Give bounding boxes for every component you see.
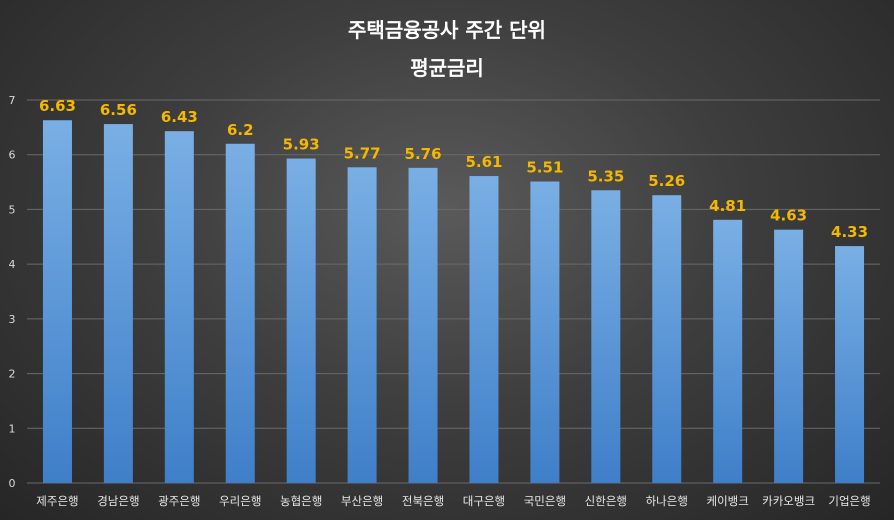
bar bbox=[408, 167, 438, 484]
x-tick-label: 부산은행 bbox=[341, 494, 383, 508]
chart-title-line-1: 주택금융공사 주간 단위 bbox=[348, 18, 546, 42]
data-label: 6.56 bbox=[100, 101, 137, 119]
data-label: 6.2 bbox=[227, 121, 254, 139]
data-label: 5.93 bbox=[283, 136, 320, 154]
data-label: 6.43 bbox=[161, 108, 198, 126]
bars bbox=[42, 120, 865, 484]
bar bbox=[774, 229, 804, 483]
bar bbox=[652, 195, 682, 483]
y-tick-label: 2 bbox=[9, 368, 16, 381]
data-label: 4.33 bbox=[831, 223, 868, 241]
bar bbox=[164, 131, 194, 484]
grid-lines bbox=[27, 99, 880, 484]
y-tick-label: 5 bbox=[9, 203, 16, 216]
x-tick-label: 전북은행 bbox=[402, 494, 444, 508]
data-label: 5.76 bbox=[405, 145, 442, 163]
y-tick-label: 7 bbox=[9, 94, 16, 107]
x-tick-label: 기업은행 bbox=[828, 494, 870, 508]
x-tick-label: 카카오뱅크 bbox=[762, 494, 815, 508]
data-label: 5.77 bbox=[344, 144, 381, 162]
x-tick-label: 대구은행 bbox=[463, 494, 505, 508]
data-label: 6.63 bbox=[39, 97, 76, 115]
y-axis: 0 1 2 3 4 5 6 7 bbox=[9, 94, 16, 490]
x-axis: 제주은행 경남은행 광주은행 우리은행 농협은행 부산은행 전북은행 대구은행 국민은행 신한은행… bbox=[36, 494, 870, 508]
x-tick-label: 경남은행 bbox=[97, 494, 139, 508]
y-tick-label: 6 bbox=[9, 149, 16, 162]
data-label: 4.63 bbox=[770, 207, 807, 225]
chart-title-line-2: 평균금리 bbox=[410, 56, 484, 80]
y-tick-label: 3 bbox=[9, 313, 16, 326]
data-label: 5.51 bbox=[526, 159, 563, 177]
data-label: 5.35 bbox=[587, 167, 624, 185]
data-labels: 6.63 6.56 6.43 6.2 5.93 5.77 5.76 5.61 5.51 5.35 5… bbox=[39, 97, 868, 241]
bar bbox=[530, 181, 560, 483]
x-tick-label: 농협은행 bbox=[280, 494, 322, 508]
x-tick-label: 국민은행 bbox=[524, 494, 566, 508]
bar bbox=[225, 143, 255, 483]
bar bbox=[286, 158, 316, 483]
data-label: 5.26 bbox=[648, 172, 685, 190]
data-label: 4.81 bbox=[709, 197, 746, 215]
bar bbox=[469, 176, 499, 483]
x-tick-label: 제주은행 bbox=[36, 494, 78, 508]
bar bbox=[713, 219, 743, 483]
bar bbox=[103, 124, 133, 484]
data-label: 5.61 bbox=[465, 153, 502, 171]
bar bbox=[591, 190, 621, 483]
x-tick-label: 케이뱅크 bbox=[707, 494, 749, 508]
y-tick-label: 1 bbox=[9, 422, 16, 435]
y-tick-label: 4 bbox=[9, 258, 16, 271]
x-tick-label: 광주은행 bbox=[158, 494, 200, 508]
bar bbox=[42, 120, 72, 483]
x-tick-label: 우리은행 bbox=[219, 494, 261, 508]
bar bbox=[835, 246, 865, 483]
y-tick-label: 0 bbox=[9, 477, 16, 490]
x-tick-label: 하나은행 bbox=[646, 494, 688, 508]
bar bbox=[347, 167, 377, 483]
x-tick-label: 신한은행 bbox=[585, 494, 627, 508]
